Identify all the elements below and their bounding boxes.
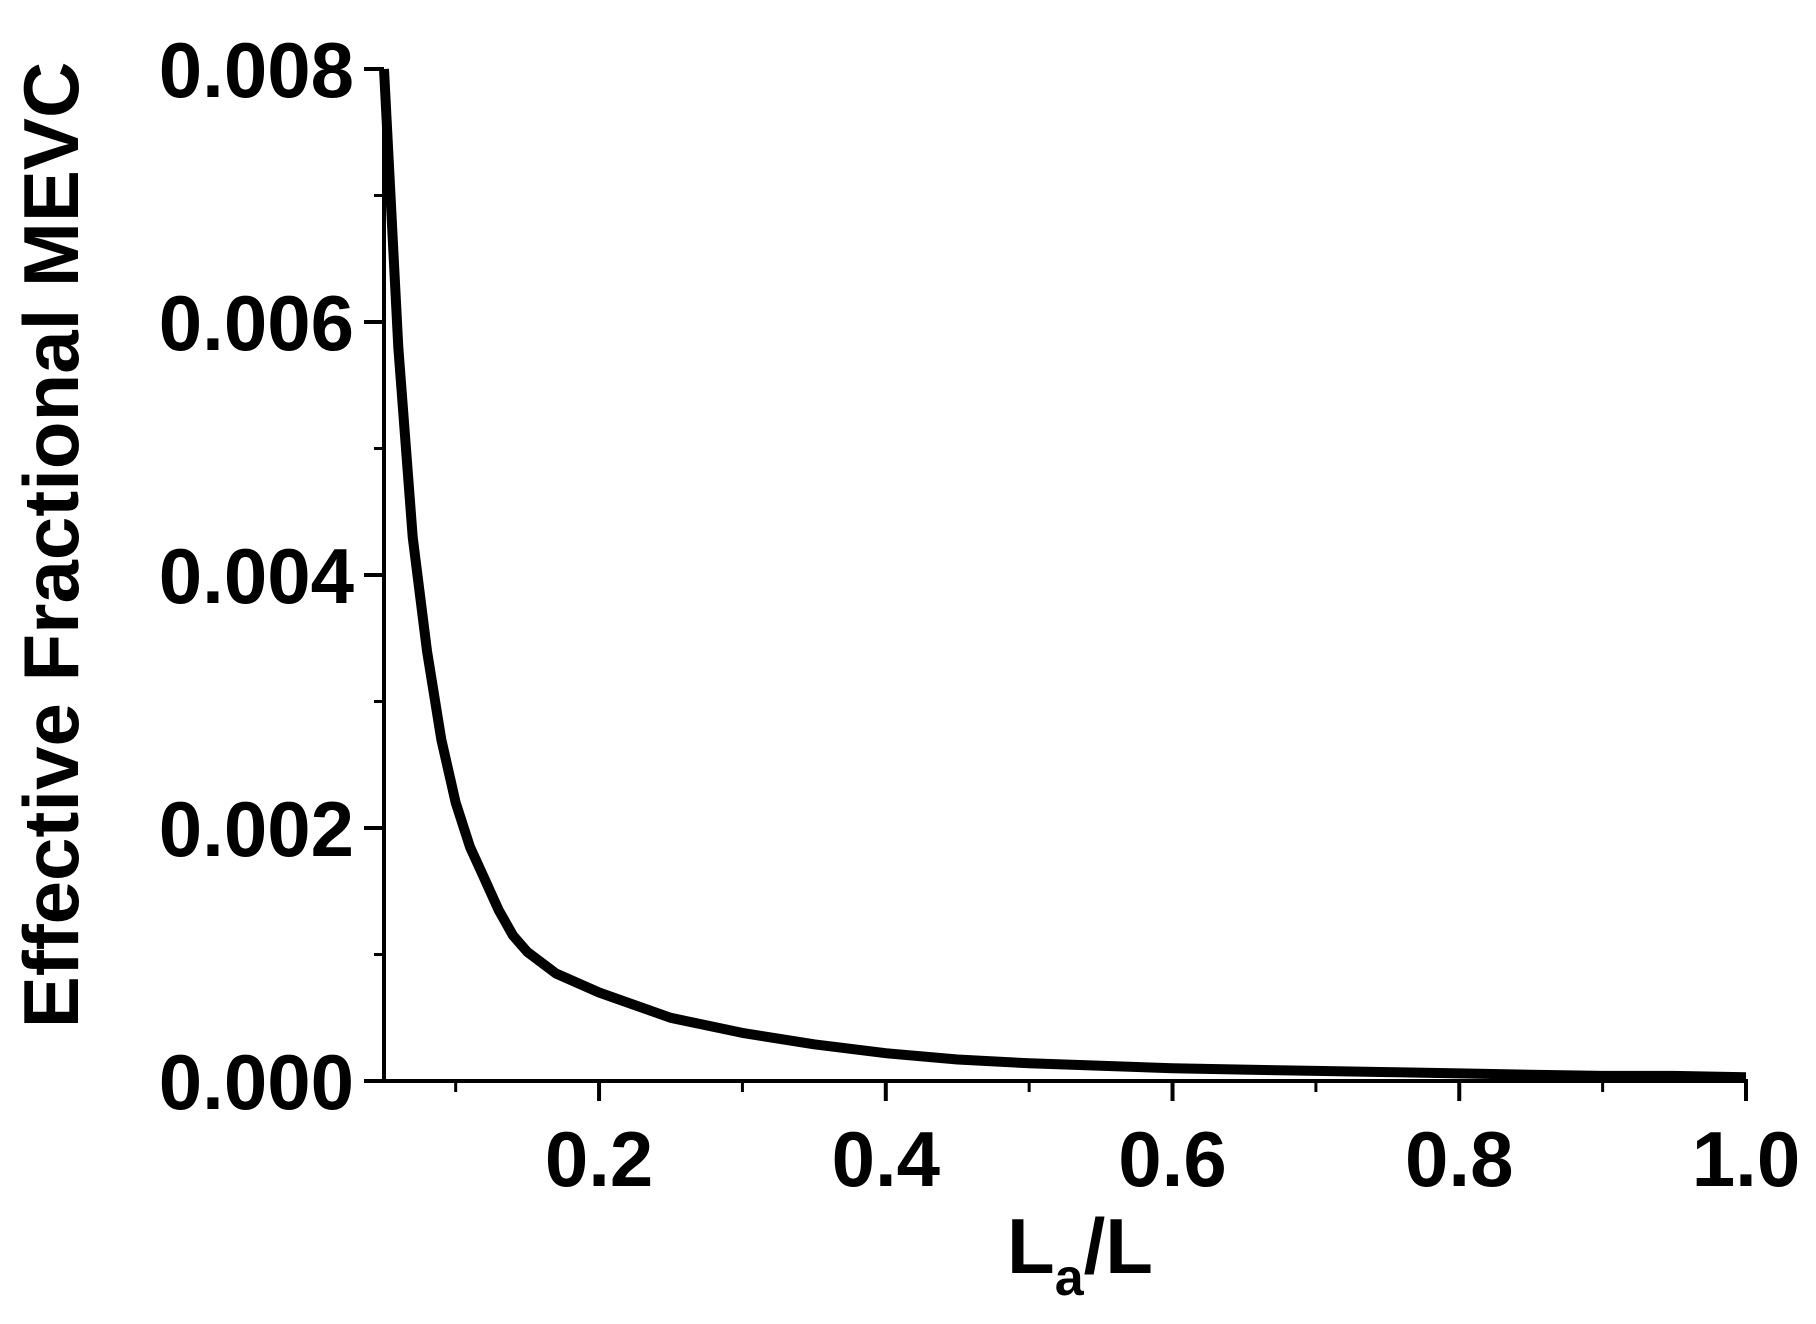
x-tick-label: 0.2 [545,1115,653,1203]
y-tick-label: 0.006 [159,279,354,367]
y-tick-label: 0.000 [159,1038,354,1126]
x-axis-title-suffix: /L [1084,1202,1153,1290]
y-tick-label: 0.008 [159,26,354,114]
x-axis-title-main: L [1007,1202,1055,1290]
tick-labels: 0.000 0.002 0.004 0.006 0.008 0.2 0.4 0.6 0.8 1.0 [159,26,1800,1203]
y-tick-label: 0.002 [159,785,354,873]
x-tick-label: 0.8 [1405,1115,1513,1203]
series-line-0 [379,68,1747,1083]
plot-area [379,68,1747,1083]
x-axis-title-subscript: a [1055,1249,1085,1307]
x-tick-label: 0.4 [832,1115,940,1203]
x-axis-title: La/L [1007,1202,1153,1307]
y-tick-label: 0.004 [159,532,354,620]
x-tick-label: 0.6 [1118,1115,1226,1203]
axes [364,67,1748,1101]
x-tick-label: 1.0 [1692,1115,1800,1203]
y-axis-title: Effective Fractional MEVC [7,62,95,1029]
